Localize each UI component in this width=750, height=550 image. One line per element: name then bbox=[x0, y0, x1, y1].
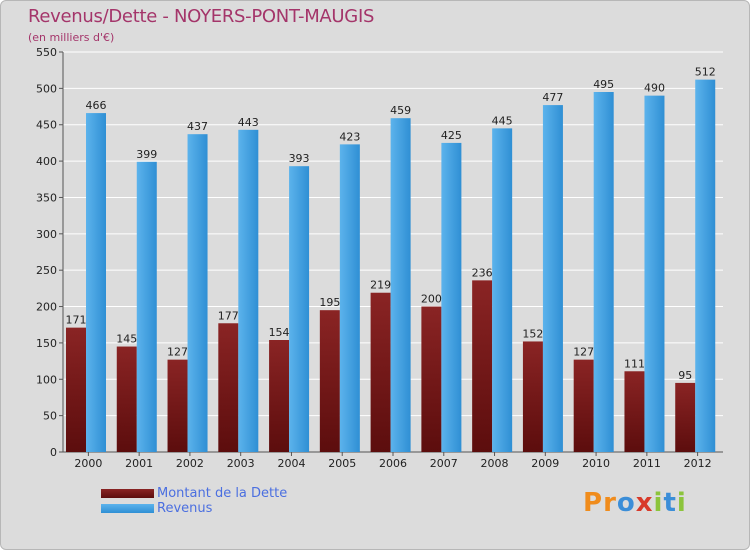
logo-letter: t bbox=[663, 488, 677, 518]
y-tick-label: 0 bbox=[50, 446, 57, 459]
data-label-dette: 145 bbox=[116, 333, 137, 346]
x-tick-label: 2005 bbox=[328, 457, 356, 470]
bar-dette bbox=[675, 382, 696, 452]
bar-dette bbox=[319, 310, 340, 452]
x-tick-label: 2004 bbox=[277, 457, 305, 470]
x-tick-label: 2009 bbox=[531, 457, 559, 470]
data-label-revenus: 393 bbox=[289, 152, 310, 165]
data-label-revenus: 423 bbox=[339, 130, 360, 143]
y-tick-label: 50 bbox=[43, 410, 57, 423]
bar-revenus bbox=[136, 161, 157, 452]
data-label-revenus: 512 bbox=[695, 66, 716, 79]
x-tick-label: 2000 bbox=[74, 457, 102, 470]
bar-revenus bbox=[187, 134, 208, 452]
data-label-revenus: 495 bbox=[593, 78, 614, 91]
x-tick-label: 2003 bbox=[227, 457, 255, 470]
bar-dette bbox=[421, 306, 442, 452]
bar-dette bbox=[218, 323, 239, 452]
data-label-dette: 171 bbox=[66, 314, 87, 327]
bars bbox=[66, 79, 716, 453]
y-tick-label: 400 bbox=[36, 155, 57, 168]
bar-revenus bbox=[86, 113, 106, 452]
bar-revenus bbox=[289, 166, 310, 452]
data-label-dette: 236 bbox=[472, 266, 493, 279]
legend-label-dette: Montant de la Dette bbox=[157, 486, 288, 501]
bar-revenus bbox=[644, 95, 665, 453]
x-tick-label: 2002 bbox=[176, 457, 204, 470]
logo-letter: r bbox=[603, 488, 617, 518]
data-label-dette: 195 bbox=[319, 296, 340, 309]
legend-swatch-revenus bbox=[101, 504, 154, 513]
bar-dette bbox=[66, 327, 86, 452]
x-tick-label: 2006 bbox=[379, 457, 407, 470]
data-label-revenus: 399 bbox=[136, 148, 157, 161]
bar-revenus bbox=[339, 144, 360, 452]
bar-revenus bbox=[390, 118, 411, 452]
x-tick-label: 2011 bbox=[633, 457, 661, 470]
bar-revenus bbox=[695, 79, 716, 453]
x-tick-label: 2008 bbox=[481, 457, 509, 470]
logo-letter: P bbox=[583, 488, 604, 518]
logo-letter: i bbox=[676, 488, 687, 518]
x-tick-label: 2001 bbox=[125, 457, 153, 470]
data-label-dette: 177 bbox=[218, 309, 239, 322]
x-tick-label: 2007 bbox=[430, 457, 458, 470]
data-label-revenus: 445 bbox=[492, 114, 513, 127]
bar-revenus bbox=[492, 128, 513, 452]
data-label-dette: 95 bbox=[678, 369, 692, 382]
data-label-dette: 127 bbox=[167, 346, 188, 359]
bar-revenus bbox=[593, 92, 614, 452]
data-labels: 171 466 145 399 127 437 177 443 154 393 195 423 219 4… bbox=[66, 66, 716, 382]
data-label-revenus: 459 bbox=[390, 104, 411, 117]
legend-label-revenus: Revenus bbox=[157, 501, 213, 516]
y-tick-label: 300 bbox=[36, 228, 57, 241]
bar-dette bbox=[472, 280, 493, 452]
y-tick-label: 450 bbox=[36, 119, 57, 132]
y-tick-label: 500 bbox=[36, 82, 57, 95]
data-label-dette: 200 bbox=[421, 293, 442, 306]
data-label-revenus: 466 bbox=[86, 99, 107, 112]
bar-revenus bbox=[441, 142, 462, 452]
data-label-revenus: 425 bbox=[441, 129, 462, 142]
data-label-revenus: 437 bbox=[187, 120, 208, 133]
chart-title: Revenus/Dette - NOYERS-PONT-MAUGIS bbox=[28, 6, 375, 27]
bar-dette bbox=[573, 359, 594, 452]
y-tick-label: 250 bbox=[36, 264, 57, 277]
x-tick-label: 2010 bbox=[582, 457, 610, 470]
y-tick-label: 350 bbox=[36, 191, 57, 204]
bar-dette bbox=[624, 371, 645, 452]
data-label-dette: 219 bbox=[370, 279, 391, 292]
data-label-dette: 111 bbox=[624, 357, 645, 370]
data-label-dette: 154 bbox=[269, 326, 290, 339]
data-label-revenus: 477 bbox=[542, 91, 563, 104]
y-tick-label: 550 bbox=[36, 46, 57, 59]
logo-letter: x bbox=[635, 488, 654, 518]
y-tick-label: 200 bbox=[36, 301, 57, 314]
bar-dette bbox=[167, 359, 188, 452]
bar-revenus bbox=[238, 129, 259, 452]
bar-dette bbox=[370, 292, 391, 452]
bar-dette bbox=[116, 346, 137, 452]
bar-dette bbox=[269, 340, 290, 452]
x-tick-label: 2012 bbox=[684, 457, 712, 470]
data-label-dette: 152 bbox=[522, 327, 543, 340]
y-tick-label: 100 bbox=[36, 373, 57, 386]
data-label-revenus: 490 bbox=[644, 82, 665, 95]
logo-letter: i bbox=[653, 488, 664, 518]
bar-revenus bbox=[542, 105, 563, 452]
legend-swatch-dette bbox=[101, 489, 154, 498]
chart-subtitle: (en milliers d'€) bbox=[28, 31, 115, 44]
logo-letter: o bbox=[616, 488, 636, 518]
data-label-dette: 127 bbox=[573, 346, 594, 359]
bar-chart: 0 50 100 150 200 250 300 350 400 450 500 550 2000 200… bbox=[36, 46, 723, 470]
y-tick-label: 150 bbox=[36, 337, 57, 350]
proxiti-logo: Proxiti bbox=[583, 488, 687, 518]
bar-dette bbox=[522, 341, 543, 452]
data-label-revenus: 443 bbox=[238, 116, 259, 129]
